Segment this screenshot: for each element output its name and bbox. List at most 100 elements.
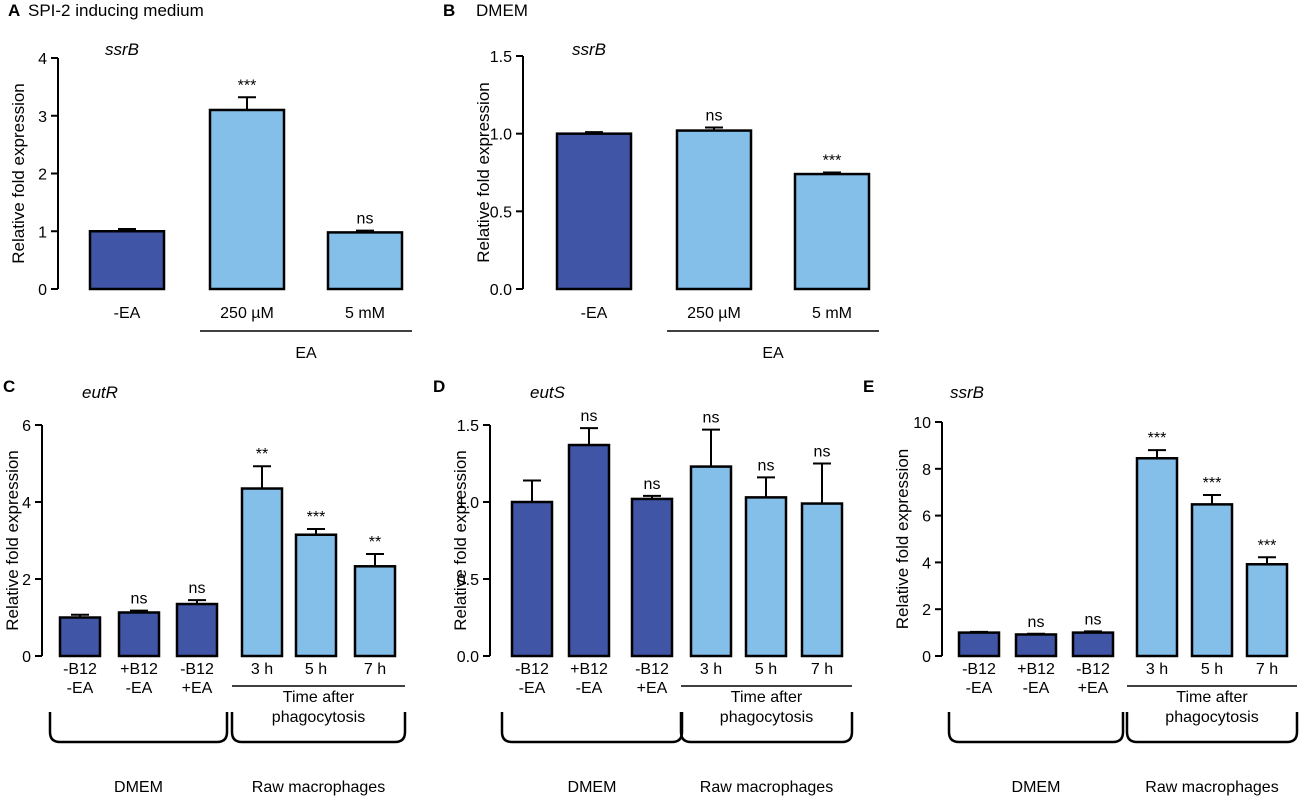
significance-label: ns (706, 107, 723, 124)
significance-label: *** (823, 153, 842, 170)
y-axis-label: Relative fold expression (3, 450, 22, 630)
y-axis-label: Relative fold expression (474, 82, 493, 262)
y-tick-label: 0 (922, 649, 931, 666)
bar (793, 172, 871, 291)
significance-label: ns (1085, 611, 1102, 628)
bar (58, 616, 102, 658)
x-tick-label: 7 h (1256, 661, 1278, 678)
y-tick-label: 2 (22, 572, 31, 589)
significance-label: ns (703, 410, 720, 427)
bracket-label: Raw macrophages (252, 779, 385, 796)
bar (1135, 457, 1179, 658)
bar (800, 502, 844, 658)
significance-label: ns (357, 211, 374, 228)
significance-label: ns (189, 580, 206, 597)
significance-label: *** (1203, 475, 1222, 492)
x-tick-label: -EA (519, 680, 546, 697)
bar (510, 500, 554, 658)
x-tick-label: +B12 (1017, 661, 1055, 678)
bar (294, 533, 338, 658)
y-tick-label: 8 (922, 462, 931, 479)
bar (689, 465, 733, 658)
y-tick-label: 1.0 (490, 127, 512, 144)
bracket-label: Raw macrophages (700, 779, 833, 796)
significance-label: ** (369, 534, 381, 551)
bar (744, 496, 788, 658)
y-tick-label: 4 (922, 555, 931, 572)
significance-label: *** (1148, 430, 1167, 447)
panel-label: D (433, 377, 445, 396)
bracket-label: Raw macrophages (1145, 779, 1278, 796)
bracket (48, 712, 229, 744)
x-tick-label: 7 h (811, 661, 833, 678)
bar (630, 497, 674, 658)
x-tick-label: -B12 (515, 661, 549, 678)
x-tick-label: +B12 (570, 661, 608, 678)
gene-name: eutR (82, 383, 118, 402)
x-tick-label: 5 h (755, 661, 777, 678)
panel-label: B (443, 1, 455, 20)
y-tick-label: 1.5 (457, 418, 479, 435)
x-tick-label: -B12 (962, 661, 996, 678)
bar (675, 129, 753, 291)
bar (555, 132, 633, 291)
y-tick-label: 0.5 (457, 572, 479, 589)
significance-label: ns (758, 457, 775, 474)
x-tick-label: -EA (114, 305, 141, 322)
y-tick-label: 2 (38, 167, 47, 184)
panel-b: B DMEM ssrB 0.0 0.5 1.0 1.5 Relative fold expre… (443, 1, 879, 362)
x-tick-label: -B12 (635, 661, 669, 678)
x-tick-label: 7 h (364, 661, 386, 678)
group-label: phagocytosis (272, 709, 365, 726)
y-tick-label: 3 (38, 109, 47, 126)
x-tick-label: +EA (182, 680, 213, 697)
bar (1190, 503, 1234, 658)
bracket-label: DMEM (114, 779, 163, 796)
bar (326, 231, 404, 291)
significance-label: *** (238, 77, 257, 94)
y-tick-label: 10 (913, 415, 931, 432)
gene-name: ssrB (950, 383, 984, 402)
bar (1071, 631, 1115, 658)
bracket (1125, 712, 1299, 744)
x-tick-label: 5 mM (812, 305, 852, 322)
gene-name: ssrB (105, 40, 139, 59)
bar (957, 631, 1001, 658)
y-tick-label: 0.0 (457, 649, 479, 666)
bracket (947, 712, 1125, 744)
panel-label: E (863, 377, 874, 396)
x-tick-label: -EA (126, 680, 153, 697)
significance-label: ns (814, 444, 831, 461)
group-label: Time after (283, 689, 355, 706)
y-tick-label: 4 (38, 51, 47, 68)
x-tick-label: -EA (581, 305, 608, 322)
y-tick-label: 2 (922, 602, 931, 619)
bar (1014, 633, 1058, 658)
y-tick-label: 1 (38, 224, 47, 241)
bar (208, 108, 286, 291)
x-tick-label: -B12 (1076, 661, 1110, 678)
y-tick-label: 1.5 (490, 49, 512, 66)
panel-label: C (3, 377, 15, 396)
x-tick-label: +EA (1078, 680, 1109, 697)
x-tick-label: 5 mM (345, 305, 385, 322)
group-label: Time after (1176, 689, 1248, 706)
group-label: phagocytosis (1165, 709, 1258, 726)
x-tick-label: -EA (1023, 680, 1050, 697)
y-tick-label: 6 (22, 418, 31, 435)
significance-label: *** (1258, 537, 1277, 554)
x-tick-label: 5 h (305, 661, 327, 678)
y-tick-label: 4 (22, 495, 31, 512)
x-tick-label: 3 h (700, 661, 722, 678)
x-tick-label: -EA (966, 680, 993, 697)
bar (240, 487, 284, 658)
gene-name: eutS (530, 383, 566, 402)
group-label: EA (762, 345, 784, 362)
x-tick-label: 250 µM (220, 305, 274, 322)
significance-label: *** (307, 509, 326, 526)
bar (175, 602, 219, 658)
